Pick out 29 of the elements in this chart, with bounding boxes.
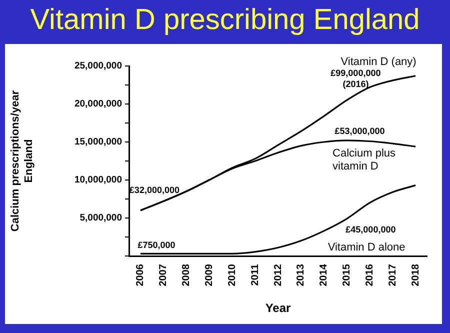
x-tick-label: 2008 [181, 264, 192, 286]
y-tick-label: 25,000,000 [74, 60, 122, 72]
y-tick-label: 20,000,000 [74, 98, 122, 110]
series-label: Vitamin D alone [328, 241, 406, 254]
x-tick-label: 2018 [410, 264, 422, 286]
x-tick-label: 2017 [387, 264, 398, 286]
x-tick-label: 2007 [158, 264, 170, 286]
x-tick-label: 2006 [135, 264, 146, 286]
chart-title: Vitamin D prescribing England [29, 3, 421, 38]
x-tick-label: 2015 [342, 264, 353, 286]
x-tick-label: 2009 [204, 264, 215, 286]
y-tick-label: 10,000,000 [74, 174, 122, 186]
x-tick-label: 2016 [364, 264, 376, 286]
annotation: £32,000,000 [129, 184, 180, 195]
x-tick-label: 2011 [250, 264, 261, 286]
y-tick-label: 5,000,000 [80, 212, 122, 224]
y-axis-title: Calcium prescriptions/year England [10, 90, 35, 232]
annotation: £750,000 [138, 240, 176, 250]
annotation: £45,000,000 [346, 224, 396, 234]
y-tick-label: 15,000,000 [74, 136, 122, 148]
series-label: Calcium plus vitamin D [332, 148, 396, 173]
x-tick-label: 2010 [226, 264, 238, 286]
annotation: £53,000,000 [334, 126, 385, 136]
x-axis-title: Year [265, 301, 292, 316]
x-tick-label: 2012 [272, 264, 284, 286]
x-tick-label: 2014 [318, 264, 330, 286]
x-tick-label: 2013 [296, 264, 307, 286]
annotation: £99,000,000 (2016) [330, 68, 381, 89]
series-label: Vitamin D (any) [340, 56, 416, 68]
